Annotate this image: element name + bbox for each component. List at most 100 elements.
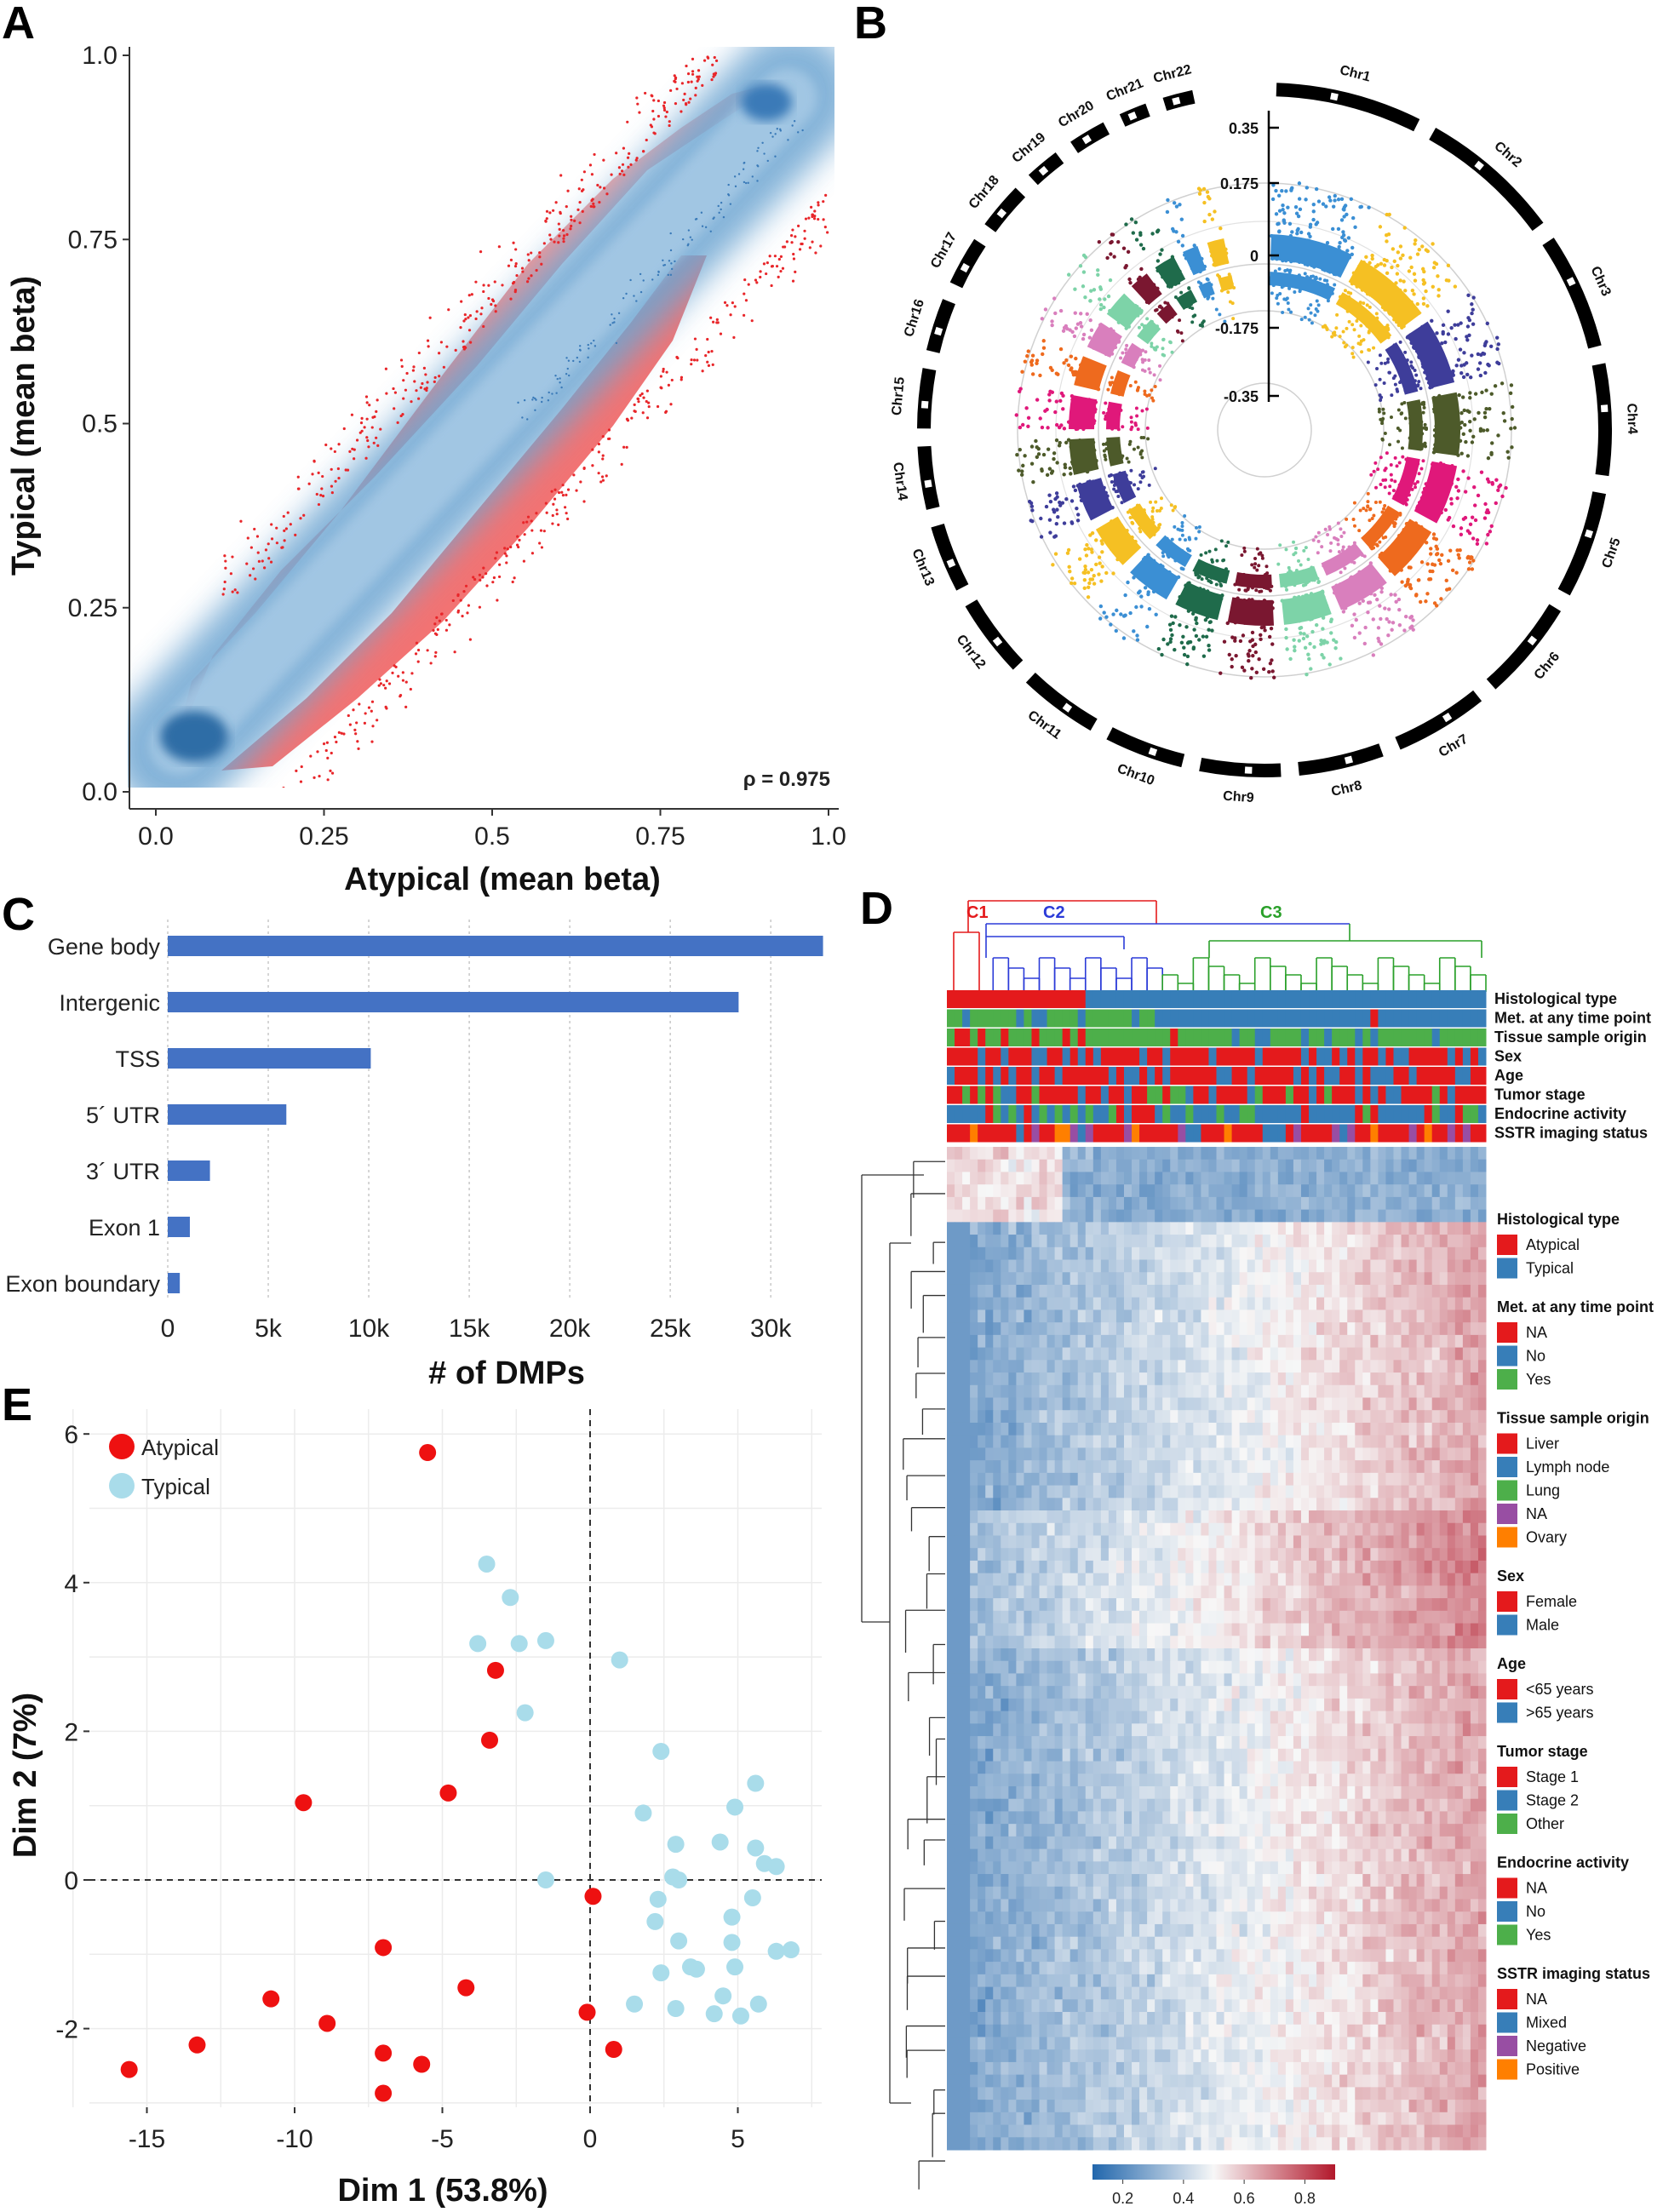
chr-band-1 [1276,83,1420,132]
manhattan-point-outer [1465,409,1470,413]
heatmap-cell [1247,1235,1256,1248]
dmp-point [645,416,650,420]
manhattan-dense-outer [1377,519,1432,576]
panel-label-e: E [2,1379,32,1430]
dmp-point [497,575,502,579]
annotation-cell [1355,1105,1363,1123]
manhattan-point-outer [1383,606,1387,610]
dmp-point [709,316,713,319]
heatmap-cell [1285,1184,1294,1198]
chr-band-6 [1486,604,1562,690]
manhattan-point-outer [1424,599,1428,604]
manhattan-point-inner [1370,517,1374,521]
density-point [766,159,769,163]
heatmap-cell [1462,1196,1471,1211]
manhattan-point-outer [1482,415,1488,420]
heatmap-cell [1039,1235,1048,1248]
dmp-point [479,312,483,316]
manhattan-point-outer [1436,274,1440,278]
heatmap-cell [1108,1209,1117,1223]
dmp-point [498,563,502,566]
dmp-point [433,380,436,383]
dmp-point [445,345,449,348]
manhattan-point-inner [1159,507,1163,511]
annotation-cell [1339,990,1348,1008]
dmp-point [307,482,311,485]
annotation-cell [962,1086,971,1104]
manhattan-point-inner [1419,387,1423,391]
manhattan-point-outer [1435,331,1439,335]
annotation-cell [947,1029,955,1046]
dmp-point [295,769,298,772]
dmp-point [454,348,457,352]
manhattan-point-outer [1021,463,1025,468]
annotation-cell [1439,1124,1448,1143]
annotation-cell [1424,1086,1433,1104]
manhattan-point-outer [1088,318,1092,323]
manhattan-point-outer [1414,238,1418,243]
dmp-point [779,255,783,259]
manhattan-point-outer [1072,334,1077,339]
heatmap-cell [1069,1222,1079,1235]
dmp-point [596,183,599,187]
manhattan-point-outer [1454,364,1459,368]
annotation-cell [1408,990,1418,1008]
dmp-point [621,163,625,166]
annotation-cell [1270,1047,1279,1066]
manhattan-point-outer [1488,530,1493,534]
manhattan-point-outer [1126,249,1131,255]
dmp-point [578,200,582,204]
manhattan-point-outer [1077,557,1082,561]
annotation-cell [1123,1086,1133,1104]
heatmap-cell [1270,1259,1279,1273]
manhattan-point-inner [1409,364,1414,368]
heatmap-cell [1155,1259,1163,1273]
heatmap-cell [1339,1259,1348,1273]
density-point [613,317,616,320]
manhattan-point-outer [1160,652,1164,657]
heatmap-cell [1155,1235,1163,1248]
density-point [743,181,746,184]
annotation-cell [1424,1124,1433,1143]
annotation-cell [1224,1086,1233,1104]
dmp-point [518,538,521,542]
density-point [756,150,759,152]
annotation-cell [1239,1067,1248,1085]
heatmap-cell [1123,1209,1133,1223]
manhattan-point-outer [1128,280,1133,285]
dmp-point [680,82,684,85]
manhattan-point-outer [1460,395,1465,399]
heatmap-cell [1393,1259,1402,1273]
manhattan-point-outer [1054,491,1059,496]
manhattan-point-outer [1079,312,1083,316]
manhattan-point-inner [1368,519,1372,523]
manhattan-point-outer [1459,321,1463,325]
manhattan-point-outer [1349,197,1354,202]
annotation-cell [1201,1067,1209,1085]
manhattan-point-outer [1478,373,1483,378]
manhattan-point-inner [1342,530,1346,535]
dmp-point [798,248,802,251]
manhattan-point-outer [1345,249,1350,253]
dmp-point [496,599,499,602]
annotation-cell [1147,1067,1155,1085]
manhattan-point-inner [1141,470,1145,474]
manhattan-point-outer [1134,238,1139,242]
manhattan-point-inner [1304,546,1308,550]
dmp-point [665,110,668,114]
dmp-point [464,584,468,587]
dmp-point [384,686,387,690]
chr-band-3 [1542,238,1602,349]
annotation-cell [962,1009,971,1028]
annotation-cell [1208,1029,1217,1046]
b-radial-tick-label: 0.35 [1229,120,1259,137]
manhattan-point-outer [1123,593,1127,598]
manhattan-point-outer [1311,217,1316,222]
annotation-cell [1115,1105,1125,1123]
manhattan-point-inner [1397,461,1402,465]
heatmap-cell [1424,1235,1433,1248]
manhattan-point-inner [1136,386,1140,390]
manhattan-point-outer [1182,652,1187,657]
manhattan-point-outer [1222,639,1227,644]
dmp-point [634,410,637,413]
